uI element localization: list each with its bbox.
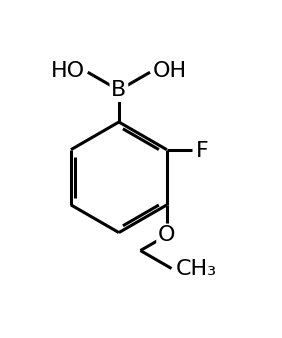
Text: HO: HO — [51, 61, 85, 81]
Text: O: O — [158, 225, 175, 245]
Text: CH₃: CH₃ — [176, 259, 217, 279]
Text: B: B — [111, 80, 127, 100]
Text: OH: OH — [153, 61, 187, 81]
Text: F: F — [196, 141, 209, 161]
